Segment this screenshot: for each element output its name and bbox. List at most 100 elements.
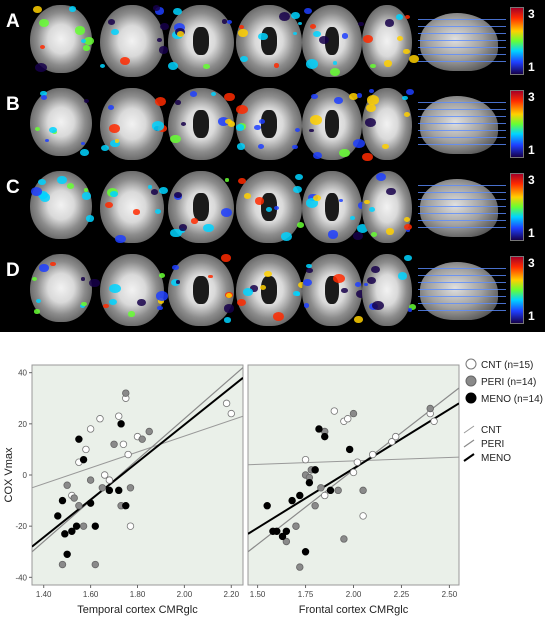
legend-line-cnt [463,425,475,434]
data-point-meno [311,466,319,474]
brain-slice [362,254,417,326]
row-label-d: D [6,260,20,281]
data-point-meno [315,425,323,433]
data-point-meno [91,522,99,530]
data-point-peri [58,560,67,569]
brain-slice [362,88,415,161]
data-point-peri [122,389,130,397]
brain-slice [100,5,169,77]
x-tick-label: 2.20 [223,590,239,599]
data-point-cnt [227,409,235,418]
data-point-peri [359,486,367,495]
brain-slice [100,88,167,160]
data-point-peri [110,440,118,449]
brain-slice [302,88,365,160]
data-point-cnt [82,445,90,454]
brain-imaging-panel: A 3 1 B 3 1 C 3 1 D 3 1 [0,0,545,332]
data-point-peri [126,484,135,492]
data-point-cnt [353,458,362,466]
fit-line-meno [32,377,243,548]
data-point-meno [301,548,310,556]
color-scale-min: 1 [528,60,535,74]
data-point-peri [79,522,88,530]
fit-line-cnt [32,415,243,489]
color-scale-max: 3 [528,256,535,270]
brain-slice [100,254,168,326]
scatter-plots: 1.40 1.60 1.80 2.00 2.20 40 20 0 -20 -40 Temporal … [3,358,543,616]
y-axis-label: COX Vmax [3,447,15,503]
data-point-meno [61,530,69,538]
data-point-meno [115,486,123,495]
data-point-cnt [100,471,109,479]
brain-slice [30,171,94,239]
color-scale-max: 3 [528,173,535,187]
legend-marker-peri [465,375,477,387]
brain-slice [236,88,302,160]
data-point-meno [72,522,81,530]
plot-area [31,364,244,586]
brain-slice [100,171,168,244]
x-tick-label: 1.40 [36,590,52,599]
brain-slice [30,254,100,322]
data-point-peri [145,427,153,436]
data-point-peri [349,409,358,418]
fit-line-cnt [248,456,459,466]
data-point-cnt [124,450,132,459]
data-point-peri [426,404,434,413]
color-scale-bar [510,90,524,158]
brain-slice [236,5,303,77]
x-axis-label: Temporal cortex CMRglc [77,604,198,616]
y-tick-label: -20 [15,522,27,531]
y-tick-label: 0 [23,471,28,480]
brain-slice [30,88,92,156]
y-tick-label: 20 [18,420,27,429]
data-point-peri [86,476,95,484]
brain-slice [168,254,235,326]
color-scale-bar [510,256,524,324]
legend-line-peri [463,439,475,448]
sagittal-view [420,179,498,237]
legend-label-meno: MENO (n=14) [481,394,543,405]
data-point-meno [296,491,304,500]
y-tick-label: 40 [18,369,27,378]
legend-line-meno [463,453,475,462]
data-point-peri [282,537,291,546]
x-tick-label: 1.75 [298,590,314,599]
color-scale-min: 1 [528,143,535,157]
x-tick-label: 2.50 [442,590,458,599]
data-point-meno [282,527,291,535]
data-point-cnt [126,522,135,530]
data-point-cnt [349,468,358,477]
row-label-c: C [6,177,20,198]
x-tick-label: 2.25 [394,590,410,599]
data-point-cnt [392,432,400,441]
data-point-meno [122,501,130,510]
fit-line-meno [248,402,459,535]
brain-slice [30,5,95,73]
data-point-meno [305,478,314,487]
data-point-cnt [330,407,339,415]
x-tick-label: 2.00 [346,590,362,599]
data-point-meno [63,550,71,559]
legend-label-cnt: CNT (n=15) [481,360,533,371]
data-point-meno [263,501,271,510]
data-point-peri [98,484,107,492]
data-point-peri [340,535,348,543]
data-point-cnt [105,476,114,484]
fit-line-peri [32,367,243,553]
data-point-cnt [359,512,367,520]
y-tick-label: -40 [15,573,27,582]
color-scale-min: 1 [528,309,535,323]
color-scale-bar [510,173,524,241]
legend-label-peri: PERI (n=14) [481,377,536,388]
data-point-cnt [119,440,128,449]
color-scale-min: 1 [528,226,535,240]
data-point-meno [86,499,95,507]
brain-slice [302,254,367,326]
data-point-cnt [321,491,329,500]
brain-slice [302,171,368,243]
data-point-meno [326,486,335,495]
data-point-cnt [388,438,396,446]
data-point-cnt [96,415,104,423]
data-point-meno [345,445,354,454]
